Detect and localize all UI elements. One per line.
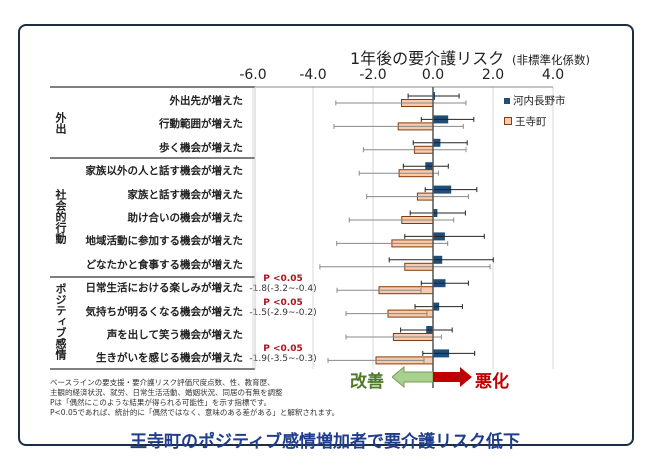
p-value-label: P <0.05 [263, 274, 303, 285]
group-label: ポジティブ感情 [54, 283, 67, 361]
legend-swatch-kawachinagano [504, 98, 510, 104]
effect-estimate-label: -1.8(-3.2~-0.4) [249, 284, 317, 295]
p-value-label: P <0.05 [263, 344, 303, 355]
group-label: 外出 [54, 112, 67, 135]
row-label: 地域活動に参加する機会が増えた [85, 235, 244, 248]
group-label: 社会的行動 [54, 189, 67, 245]
row-label: 生きがいを感じる機会が増えた [96, 352, 243, 365]
row-label: 行動範囲が増えた [159, 118, 243, 131]
legend-label: 王寺町 [515, 116, 547, 128]
slide-frame [18, 24, 634, 446]
note-line: P<0.05であれば、統計的に「偶然ではなく、意味のある差がある」と解釈されます… [50, 408, 340, 417]
notes: ベースラインの要支援・要介護リスク評価尺度点数、性、教育歴、 主観的経済状況、就… [50, 378, 339, 418]
legend-swatch-oji [504, 117, 512, 125]
row-label: 外出先が増えた [169, 95, 244, 107]
direction-arrows [392, 366, 472, 388]
better-arrow-icon [392, 366, 434, 388]
legend-oji: 王寺町 [504, 114, 547, 129]
x-tick-label: -6.0 [239, 67, 267, 83]
x-tick-label: -2.0 [359, 67, 387, 83]
x-tick-label: 4.0 [541, 67, 565, 83]
footer-title: 王寺町のポジティブ感情増加者で要介護リスク低下 [130, 432, 520, 452]
better-label: 改善 [350, 372, 384, 392]
p-value-label: P <0.05 [263, 297, 303, 308]
legend-kawachinagano: 河内長野市 [504, 93, 566, 108]
note-line: Pは「偶然にこのような結果が得られる可能性」を示す指標です。 [50, 398, 272, 407]
x-tick-label: -4.0 [299, 67, 327, 83]
chart-subtitle: (非標準化係数) [512, 53, 590, 67]
row-label: 声を出して笑う機会が増えた [106, 329, 243, 341]
row-label: 気持ちが明るくなる機会が増えた [85, 305, 244, 318]
row-label: 助け合いの機会が増えた [127, 212, 244, 224]
x-tick-label: 2.0 [481, 67, 505, 83]
row-label: どなたかと食事する機会が増えた [85, 258, 243, 271]
row-label: 日常生活における楽しみが増えた [85, 282, 244, 295]
chart-title: 1年後の要介護リスク [350, 49, 505, 68]
worse-label: 悪化 [475, 372, 509, 392]
legend-label: 河内長野市 [513, 95, 566, 107]
row-label: 家族と話す機会が増えた [127, 188, 244, 201]
note-line: 主観的経済状況、就労、日常生活活動、婚姻状況、同居の有無を調整 [50, 388, 283, 397]
worse-arrow-icon [433, 367, 472, 387]
x-tick-label: 0.0 [421, 67, 445, 83]
row-label: 家族以外の人と話す機会が増えた [85, 165, 244, 178]
effect-estimate-label: -1.5(-2.9~-0.2) [249, 307, 317, 318]
note-line: ベースラインの要支援・要介護リスク評価尺度点数、性、教育歴、 [50, 378, 275, 387]
effect-estimate-label: -1.9(-3.5~-0.3) [249, 354, 317, 365]
row-label: 歩く機会が増えた [159, 141, 243, 154]
